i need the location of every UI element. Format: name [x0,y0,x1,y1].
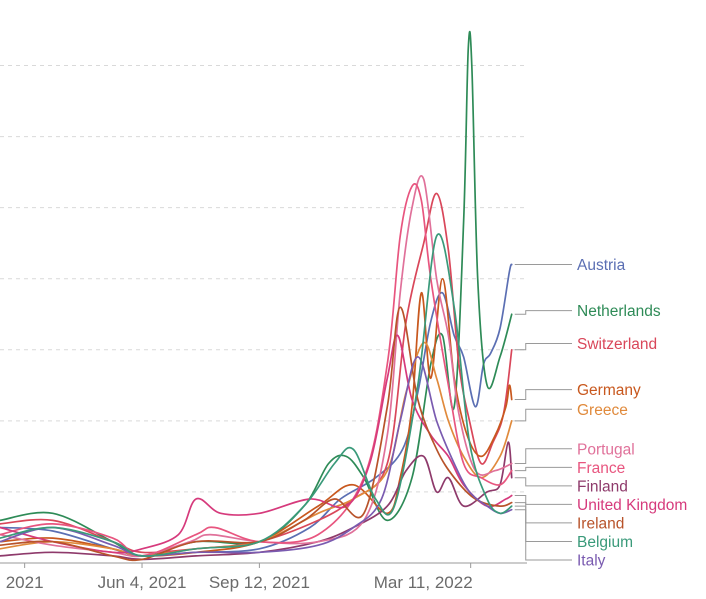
series-line-belgium [0,233,513,557]
series-line-united-kingdom [0,334,513,554]
legend-leader-switzerland [514,343,572,351]
series-line-greece [0,341,513,557]
legend-leader-italy [514,509,572,561]
x-tick-label: Jun 4, 2021 [98,573,187,592]
series-line-switzerland [0,192,513,554]
legend-label-switzerland: Switzerland [577,336,657,353]
legend-label-austria: Austria [577,257,626,274]
series-line-netherlands [0,30,513,557]
legend-label-italy: Italy [577,553,606,570]
legend-leader-united-kingdom [514,495,572,505]
legend-leader-greece [514,408,572,422]
legend-label-germany: Germany [577,382,641,399]
legend-leader-netherlands [514,310,572,315]
legend: Austria Netherlands Switzerland Germany Gree… [514,257,687,570]
x-tick-label: 2021 [6,573,44,592]
series-lines [0,30,513,562]
legend-leader-finland [514,477,572,487]
legend-leader-germany [514,389,572,400]
series-line-france [0,183,513,557]
legend-label-portugal: Portugal [577,441,635,458]
legend-label-netherlands: Netherlands [577,303,661,320]
legend-leader-portugal [514,448,572,464]
series-line-italy [0,356,513,557]
series-line-ireland [0,306,513,562]
x-axis-ticks: 2021 Jun 4, 2021 Sep 12, 2021 Mar 11, 2022 [6,563,473,592]
x-tick-label: Sep 12, 2021 [209,573,310,592]
legend-label-finland: Finland [577,478,628,495]
x-tick-label: Mar 11, 2022 [374,573,473,592]
legend-label-greece: Greece [577,402,628,419]
legend-label-france: France [577,460,625,477]
legend-leader-france [514,466,572,472]
legend-label-belgium: Belgium [577,534,633,551]
legend-leader-belgium [514,505,572,542]
gridlines [0,65,527,493]
legend-label-ireland: Ireland [577,515,624,532]
legend-label-united-kingdom: United Kingdom [577,497,687,514]
series-line-portugal [0,175,513,558]
